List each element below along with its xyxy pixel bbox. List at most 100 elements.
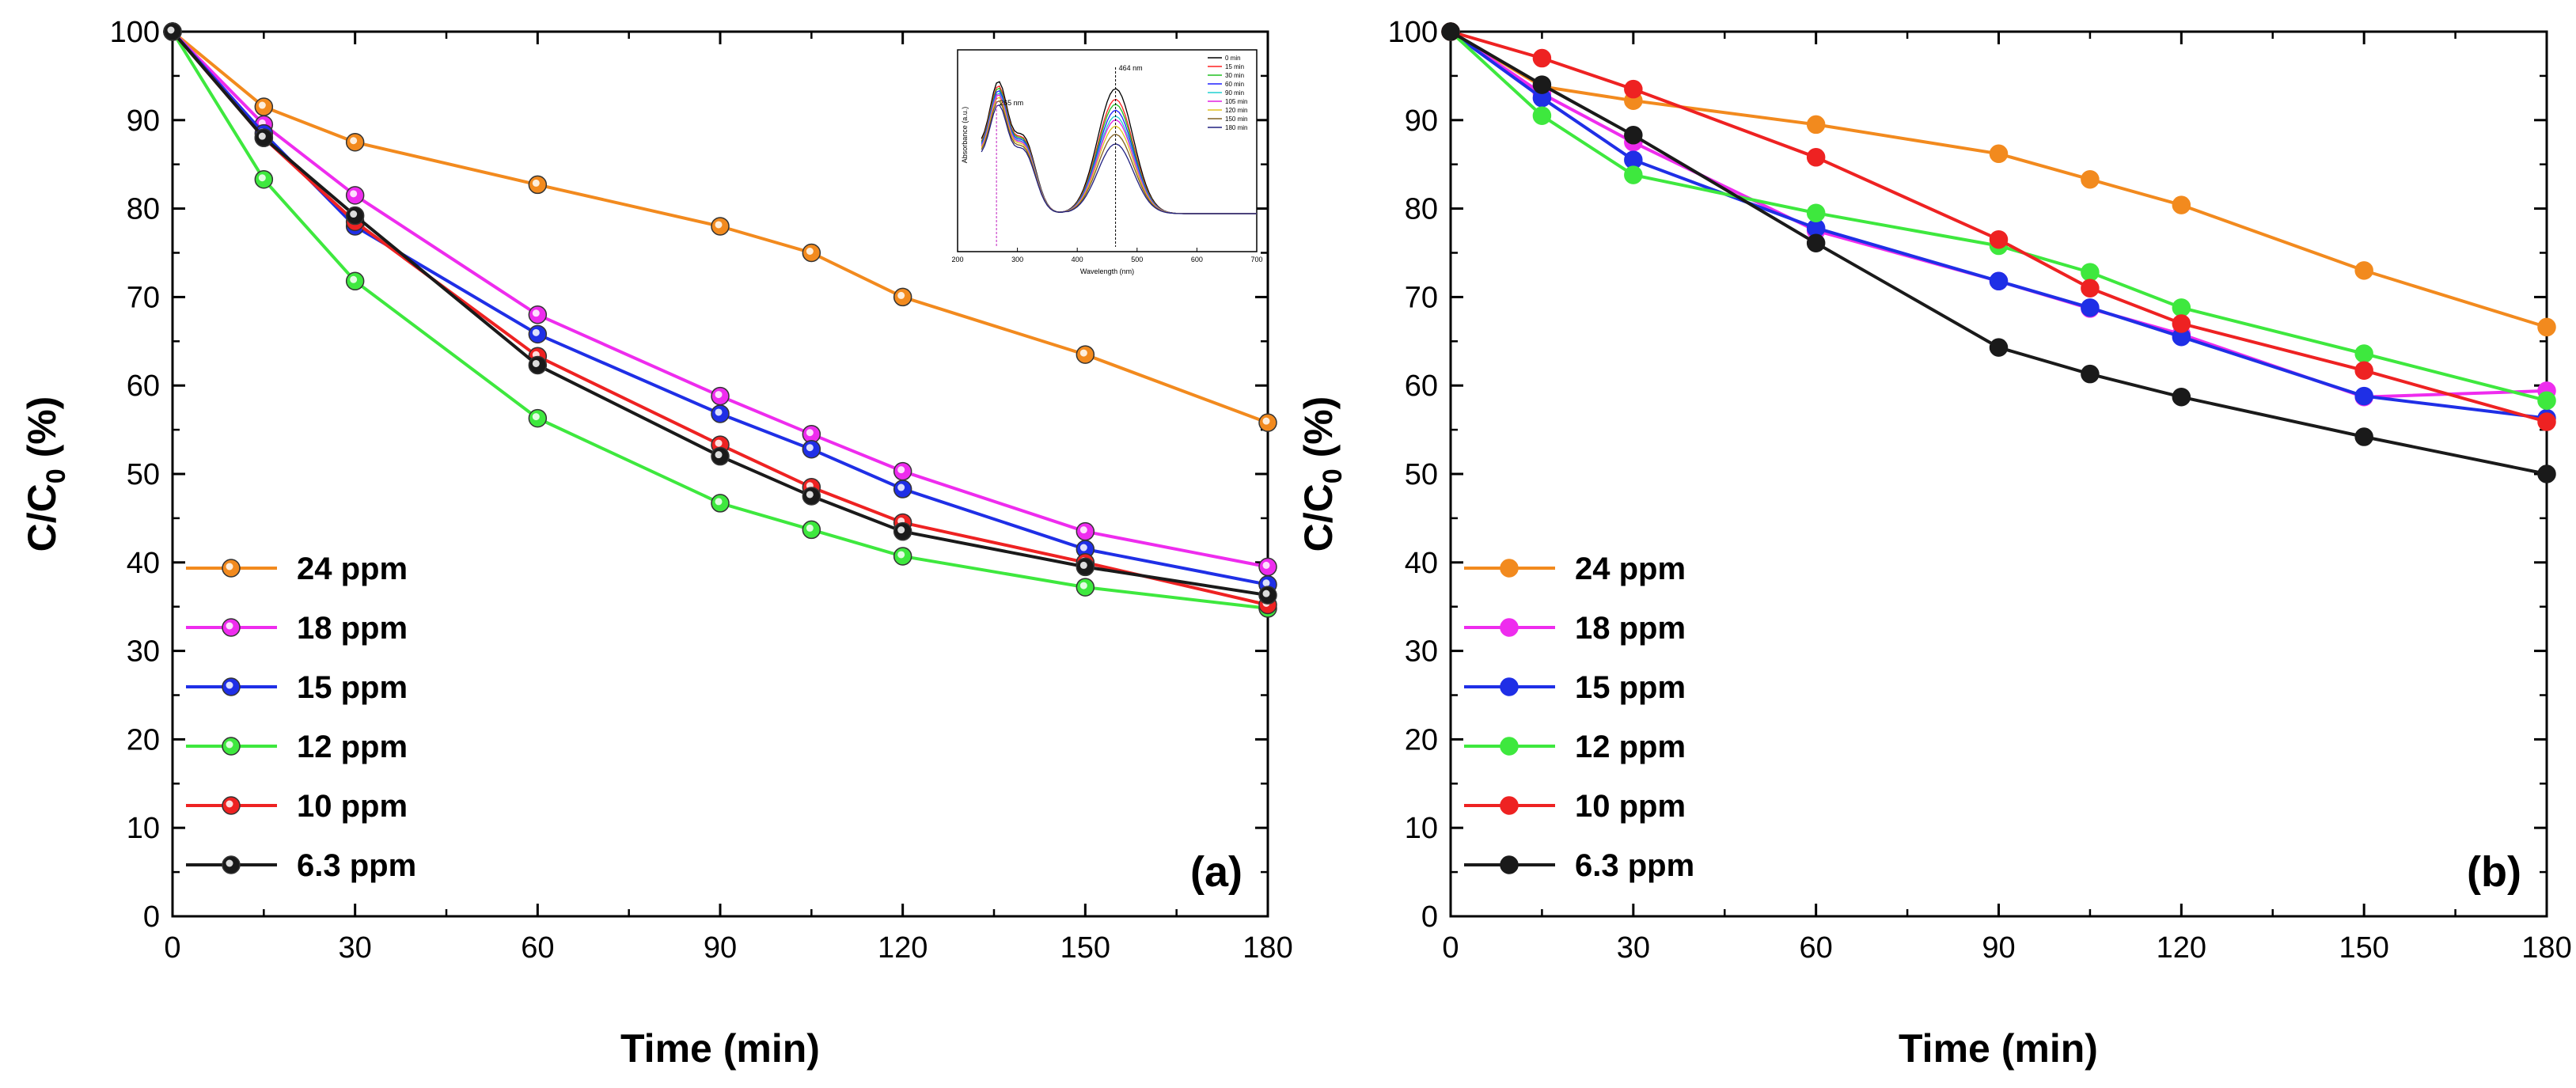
data-point bbox=[2172, 195, 2191, 214]
x-tick-label: 0 bbox=[164, 931, 180, 965]
inset-legend-label: 15 min bbox=[1225, 63, 1244, 70]
y-tick-label: 30 bbox=[1405, 635, 1438, 669]
y-tick-label: 70 bbox=[127, 281, 160, 314]
legend-label: 18 ppm bbox=[297, 611, 408, 646]
x-tick-label: 180 bbox=[2521, 931, 2571, 965]
y-tick-label: 60 bbox=[127, 370, 160, 403]
data-point bbox=[1806, 233, 1826, 252]
data-point-highlight bbox=[806, 429, 814, 437]
data-point-highlight bbox=[532, 413, 540, 421]
data-point bbox=[1806, 203, 1826, 222]
data-point bbox=[2537, 412, 2556, 431]
inset-spectrum-line bbox=[981, 104, 1257, 214]
inset-x-tick-label: 400 bbox=[1072, 256, 1083, 263]
y-axis-title-main: C/C bbox=[1296, 483, 1341, 552]
inset-x-title: Wavelength (nm) bbox=[1080, 267, 1134, 275]
inset-uv-spectra: 200 300 400 500 600 700 Wavelength (nm) Absorba… bbox=[951, 49, 1263, 275]
data-point-highlight bbox=[897, 551, 905, 559]
y-tick-label: 90 bbox=[1405, 104, 1438, 138]
x-tick-label: 150 bbox=[2339, 931, 2388, 965]
y-tick-label: 60 bbox=[1405, 370, 1438, 403]
legend-label: 18 ppm bbox=[1575, 611, 1686, 646]
data-point bbox=[2537, 464, 2556, 483]
data-point-highlight bbox=[350, 137, 358, 145]
inset-legend-label: 60 min bbox=[1225, 81, 1244, 88]
legend-marker bbox=[1500, 677, 1519, 696]
data-point-highlight bbox=[532, 179, 540, 187]
y-tick-label: 10 bbox=[1405, 812, 1438, 845]
data-point bbox=[1441, 22, 1460, 41]
legend-marker-highlight bbox=[226, 741, 233, 749]
data-point-highlight bbox=[1079, 561, 1087, 569]
data-point bbox=[1806, 148, 1826, 167]
inset-annotation-464: 464 nm bbox=[1119, 64, 1143, 72]
data-point-highlight bbox=[532, 328, 540, 336]
data-point bbox=[1532, 75, 1552, 94]
series-10-ppm bbox=[1441, 22, 2556, 431]
data-point-highlight bbox=[258, 174, 266, 182]
legend-label: 24 ppm bbox=[1575, 552, 1686, 586]
data-point bbox=[2081, 263, 2100, 282]
data-point-highlight bbox=[350, 275, 358, 283]
series-15-ppm bbox=[1441, 22, 2556, 428]
inset-legend-label: 105 min bbox=[1225, 98, 1247, 105]
data-point-highlight bbox=[1079, 526, 1087, 534]
x-tick-label: 180 bbox=[1242, 931, 1292, 965]
data-point bbox=[2354, 261, 2373, 280]
y-axis-title-subscript: 0 bbox=[1318, 468, 1348, 483]
data-point-highlight bbox=[532, 359, 540, 367]
data-point-highlight bbox=[715, 439, 723, 447]
legend-label: 12 ppm bbox=[1575, 730, 1686, 764]
x-axis-title: Time (min) bbox=[1899, 1026, 2098, 1071]
legend-marker bbox=[1500, 855, 1519, 874]
data-point-highlight bbox=[715, 408, 723, 416]
x-tick-label: 90 bbox=[1982, 931, 2015, 965]
y-tick-label: 50 bbox=[127, 458, 160, 491]
series-6-3-ppm bbox=[1441, 22, 2556, 483]
inset-legend-label: 150 min bbox=[1225, 116, 1247, 123]
inset-x-tick-label: 300 bbox=[1011, 256, 1023, 263]
legend-label: 6.3 ppm bbox=[1575, 848, 1694, 883]
data-point bbox=[1806, 115, 1826, 135]
data-point-highlight bbox=[1262, 417, 1270, 425]
y-axis-title-unit: (%) bbox=[20, 396, 64, 469]
data-point-highlight bbox=[715, 391, 723, 399]
inset-x-tick-label: 600 bbox=[1191, 256, 1203, 263]
data-point-highlight bbox=[715, 498, 723, 506]
data-point-highlight bbox=[258, 132, 266, 140]
legend-marker-highlight bbox=[226, 859, 233, 867]
panel-label: (a) bbox=[1190, 848, 1242, 896]
y-tick-label: 40 bbox=[127, 547, 160, 580]
data-point-highlight bbox=[1262, 589, 1270, 597]
y-tick-label: 20 bbox=[1405, 723, 1438, 756]
inset-x-tick-label: 700 bbox=[1250, 256, 1262, 263]
y-tick-label: 40 bbox=[1405, 547, 1438, 580]
data-point-highlight bbox=[897, 526, 905, 534]
legend-label: 10 ppm bbox=[297, 789, 408, 824]
data-point bbox=[2354, 361, 2373, 380]
data-point-highlight bbox=[258, 101, 266, 109]
data-point bbox=[2354, 344, 2373, 363]
data-point-highlight bbox=[806, 491, 814, 499]
x-tick-label: 60 bbox=[1800, 931, 1833, 965]
legend-label: 15 ppm bbox=[1575, 670, 1686, 705]
y-axis-title: C/C0 (%) bbox=[20, 396, 71, 552]
inset-legend-label: 30 min bbox=[1225, 72, 1244, 79]
data-point-highlight bbox=[806, 444, 814, 452]
legend-marker bbox=[1500, 559, 1519, 578]
data-point bbox=[2081, 364, 2100, 384]
legend-label: 6.3 ppm bbox=[297, 848, 416, 883]
legend-marker-highlight bbox=[226, 800, 233, 808]
data-point-highlight bbox=[1079, 544, 1087, 552]
data-point bbox=[2172, 387, 2191, 407]
data-point bbox=[2354, 427, 2373, 446]
inset-annotation-265: 265 nm bbox=[1000, 99, 1023, 107]
y-axis-title-main: C/C bbox=[20, 483, 64, 552]
chart-panel-a: 0 10 20 30 40 50 60 70 80 90 100 0 30 60 90 120 150 180 Ti… bbox=[20, 16, 1293, 1071]
data-point bbox=[1624, 79, 1643, 99]
legend-marker-highlight bbox=[226, 563, 233, 571]
y-tick-label: 30 bbox=[127, 635, 160, 669]
y-axis-title-subscript: 0 bbox=[41, 468, 71, 483]
data-point-highlight bbox=[806, 248, 814, 255]
